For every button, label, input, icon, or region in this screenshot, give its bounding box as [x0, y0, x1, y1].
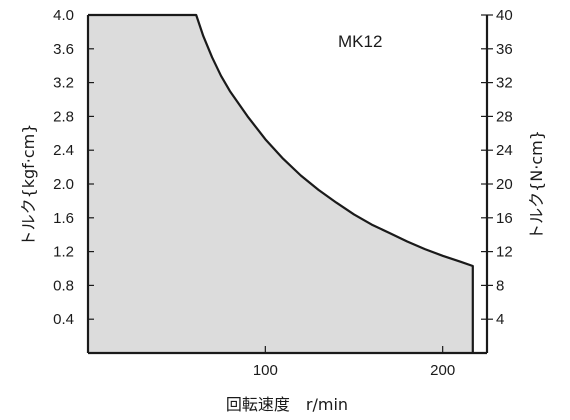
- x-axis-ticks: 100 200: [253, 346, 455, 379]
- right-tick-label: 36: [496, 41, 513, 58]
- model-label: MK12: [338, 32, 382, 51]
- left-tick-label: 0.4: [53, 311, 74, 328]
- plot-area: [86, 13, 489, 355]
- right-tick-label: 32: [496, 75, 513, 92]
- y-axis-title-right: トルク{N·cm}: [527, 130, 546, 240]
- y-axis-title-left: トルク{kgf·cm}: [19, 124, 38, 247]
- left-tick-label: 2.4: [53, 142, 74, 159]
- x-tick-label: 100: [253, 362, 278, 379]
- right-tick-label: 4: [496, 311, 504, 328]
- left-tick-label: 3.6: [53, 41, 74, 58]
- right-tick-label: 8: [496, 277, 504, 294]
- x-tick-label: 200: [430, 362, 455, 379]
- torque-curve: [88, 13, 474, 353]
- operating-region-fill: [88, 15, 473, 353]
- left-tick-label: 2.8: [53, 108, 74, 125]
- left-tick-label: 0.8: [53, 277, 74, 294]
- right-tick-label: 24: [496, 142, 513, 159]
- left-tick-label: 3.2: [53, 75, 74, 92]
- right-tick-label: 40: [496, 7, 513, 24]
- right-tick-label: 20: [496, 176, 513, 193]
- x-axis-title: 回転速度 r/min: [226, 395, 348, 414]
- left-tick-label: 1.2: [53, 244, 74, 261]
- right-axis-ticks: 4 8 12 16 20 24 28 32 36 40: [481, 7, 513, 328]
- left-axis-ticks: 0.4 0.8 1.2 1.6 2.0 2.4 2.8 3.2 3.6 4.0: [53, 7, 94, 328]
- left-tick-label: 1.6: [53, 210, 74, 227]
- right-tick-label: 16: [496, 210, 513, 227]
- left-tick-label: 2.0: [53, 176, 74, 193]
- right-tick-label: 28: [496, 108, 513, 125]
- left-tick-label: 4.0: [53, 7, 74, 24]
- right-tick-label: 12: [496, 244, 513, 261]
